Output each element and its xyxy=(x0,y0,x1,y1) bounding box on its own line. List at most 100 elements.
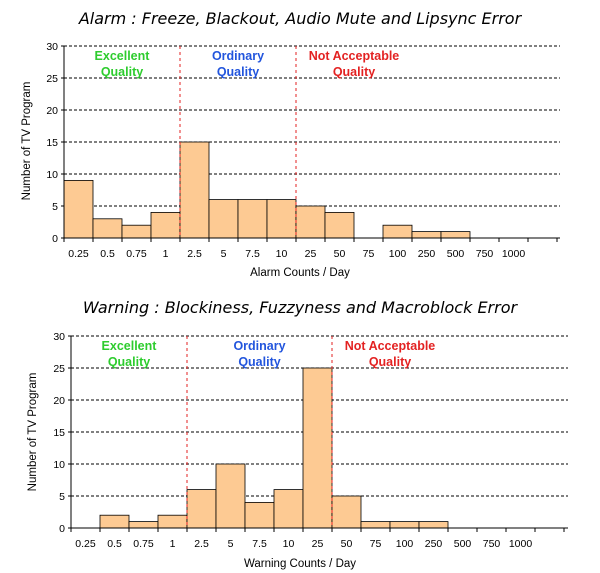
alarm-x-tick-label: 50 xyxy=(334,248,346,260)
alarm-bar-250 xyxy=(411,231,442,239)
alarm-bar-25 xyxy=(295,205,326,239)
warning-region-sublabel-excellent: Quality xyxy=(108,355,150,369)
warning-bars xyxy=(99,367,449,529)
alarm-x-tick-label: 0.25 xyxy=(68,248,89,260)
alarm-bar-500 xyxy=(440,231,471,239)
warning-x-tick-label: 250 xyxy=(425,538,443,550)
warning-bar-10 xyxy=(273,489,304,529)
alarm-x-axis-label: Alarm Counts / Day xyxy=(250,267,350,279)
warning-x-tick-label: 5 xyxy=(228,538,234,550)
warning-y-tick-label: 10 xyxy=(53,459,65,471)
alarm-x-tick-label: 500 xyxy=(447,248,465,260)
warning-y-tick-label: 15 xyxy=(53,427,65,439)
warning-y-tick-label: 5 xyxy=(59,491,65,503)
alarm-bar-10 xyxy=(266,199,297,239)
warning-chart: Warning : Blockiness, Fuzzyness and Macr… xyxy=(27,298,568,570)
alarm-x-tick-label: 25 xyxy=(305,248,317,260)
warning-y-tick-label: 20 xyxy=(53,395,65,407)
alarm-y-tick-label: 5 xyxy=(52,201,58,213)
alarm-x-tick-label: 75 xyxy=(363,248,375,260)
alarm-chart-title: Alarm : Freeze, Blackout, Audio Mute and… xyxy=(78,9,523,28)
warning-x-tick-label: 100 xyxy=(396,538,414,550)
alarm-bar-0_25 xyxy=(63,179,94,239)
alarm-y-tick-label: 0 xyxy=(52,233,58,245)
warning-x-tick-label: 75 xyxy=(370,538,382,550)
alarm-y-tick-label: 25 xyxy=(46,73,58,85)
alarm-region-label-excellent: Excellent xyxy=(95,49,151,63)
warning-quality-labels: Excellent Quality Ordinary Quality Not Accep… xyxy=(102,339,436,369)
warning-bar-25 xyxy=(302,367,333,529)
warning-bar-75 xyxy=(360,521,391,529)
warning-bar-0_75 xyxy=(128,521,159,529)
warning-x-tick-label: 0.75 xyxy=(133,538,154,550)
alarm-x-tick-label: 1 xyxy=(163,248,169,260)
warning-y-tick-label: 30 xyxy=(53,331,65,343)
warning-x-ticks: 0.25 0.5 0.75 1 2.5 5 7.5 10 25 50 75 100 250 500 750 1… xyxy=(70,528,565,550)
warning-x-tick-label: 1000 xyxy=(509,538,533,550)
alarm-region-sublabel-excellent: Quality xyxy=(101,65,143,79)
alarm-y-ticks: 0 5 10 15 20 25 30 xyxy=(46,41,64,245)
alarm-x-tick-label: 250 xyxy=(418,248,436,260)
warning-x-tick-label: 750 xyxy=(483,538,501,550)
warning-region-sublabel-ordinary: Quality xyxy=(238,355,280,369)
alarm-x-tick-label: 7.5 xyxy=(245,248,260,260)
alarm-x-tick-label: 100 xyxy=(389,248,407,260)
warning-chart-title: Warning : Blockiness, Fuzzyness and Macr… xyxy=(83,298,519,317)
alarm-region-label-not-acceptable: Not Acceptable xyxy=(309,49,400,63)
warning-y-axis-label: Number of TV Program xyxy=(27,373,39,492)
alarm-x-tick-label: 750 xyxy=(476,248,494,260)
warning-x-tick-label: 50 xyxy=(341,538,353,550)
alarm-x-tick-label: 1000 xyxy=(502,248,526,260)
warning-x-tick-label: 0.25 xyxy=(75,538,96,550)
alarm-y-tick-label: 20 xyxy=(46,105,58,117)
alarm-x-tick-label: 10 xyxy=(276,248,288,260)
alarm-region-sublabel-not-acceptable: Quality xyxy=(333,65,375,79)
warning-bar-1 xyxy=(157,514,188,529)
warning-x-tick-label: 25 xyxy=(312,538,324,550)
alarm-bar-0_5 xyxy=(92,218,123,239)
warning-y-tick-label: 25 xyxy=(53,363,65,375)
warning-quality-dividers xyxy=(186,336,333,528)
alarm-x-tick-label: 0.75 xyxy=(126,248,147,260)
alarm-bar-100 xyxy=(382,224,413,239)
alarm-quality-dividers xyxy=(179,46,297,238)
warning-bar-100 xyxy=(389,521,420,529)
warning-x-tick-label: 500 xyxy=(454,538,472,550)
warning-gridlines xyxy=(71,335,568,497)
alarm-bar-2_5 xyxy=(179,141,210,239)
alarm-bar-5 xyxy=(208,199,239,239)
alarm-bar-7_5 xyxy=(237,199,268,239)
alarm-quality-labels: Excellent Quality Ordinary Quality Not Accep… xyxy=(95,49,400,79)
alarm-region-sublabel-ordinary: Quality xyxy=(217,65,259,79)
warning-bar-0_5 xyxy=(99,514,130,529)
alarm-region-label-ordinary: Ordinary xyxy=(212,49,264,63)
alarm-x-ticks: 0.25 0.5 0.75 1 2.5 5 7.5 10 25 50 75 100 250 500 750 1… xyxy=(63,238,558,260)
warning-y-tick-label: 0 xyxy=(59,523,65,535)
warning-x-tick-label: 2.5 xyxy=(194,538,209,550)
warning-x-tick-label: 10 xyxy=(283,538,295,550)
warning-region-label-not-acceptable: Not Acceptable xyxy=(345,339,436,353)
alarm-y-axis-label: Number of TV Program xyxy=(21,82,33,201)
warning-bar-7_5 xyxy=(244,501,275,529)
alarm-x-tick-label: 2.5 xyxy=(187,248,202,260)
warning-region-sublabel-not-acceptable: Quality xyxy=(369,355,411,369)
warning-region-label-excellent: Excellent xyxy=(102,339,158,353)
alarm-bars xyxy=(63,141,471,239)
warning-region-label-ordinary: Ordinary xyxy=(233,339,285,353)
warning-bar-2_5 xyxy=(186,489,217,529)
warning-x-tick-label: 1 xyxy=(170,538,176,550)
alarm-y-tick-label: 10 xyxy=(46,169,58,181)
alarm-bar-1 xyxy=(150,211,181,239)
warning-bar-250 xyxy=(418,521,449,529)
alarm-x-tick-label: 5 xyxy=(221,248,227,260)
alarm-x-tick-label: 0.5 xyxy=(100,248,115,260)
alarm-y-tick-label: 15 xyxy=(46,137,58,149)
alarm-bar-50 xyxy=(324,211,355,239)
warning-bar-5 xyxy=(215,463,246,529)
alarm-bar-0_75 xyxy=(121,224,152,239)
warning-x-tick-label: 0.5 xyxy=(107,538,122,550)
alarm-chart: Alarm : Freeze, Blackout, Audio Mute and… xyxy=(21,9,560,279)
warning-x-axis-label: Warning Counts / Day xyxy=(244,558,356,570)
warning-x-tick-label: 7.5 xyxy=(252,538,267,550)
